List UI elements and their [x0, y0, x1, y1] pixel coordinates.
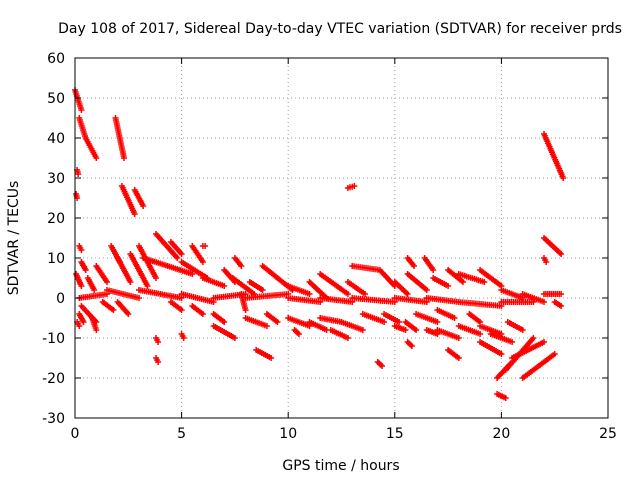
x-tick-labels: 0 5 10 15 20 25 — [71, 426, 617, 442]
y-tick-label: 60 — [47, 51, 65, 67]
x-tick-label: 10 — [279, 426, 297, 442]
y-tick-label: -20 — [42, 371, 65, 387]
axis-ticks — [74, 57, 609, 419]
y-axis-label: SDTVAR / TECUs — [6, 181, 22, 296]
x-tick-label: 5 — [177, 426, 186, 442]
y-tick-label: -10 — [42, 331, 65, 347]
y-tick-label: 20 — [47, 211, 65, 227]
x-tick-label: 0 — [71, 426, 80, 442]
x-tick-label: 20 — [492, 426, 510, 442]
y-tick-label: -30 — [42, 411, 65, 427]
y-tick-label: 0 — [56, 291, 65, 307]
y-tick-label: 30 — [47, 171, 65, 187]
y-tick-labels: -30 -20 -10 0 10 20 30 40 50 60 — [42, 51, 65, 427]
y-tick-label: 40 — [47, 131, 65, 147]
x-tick-label: 15 — [386, 426, 404, 442]
chart-title: Day 108 of 2017, Sidereal Day-to-day VTE… — [58, 21, 622, 37]
plot-frame — [74, 57, 609, 419]
x-tick-label: 25 — [599, 426, 617, 442]
y-tick-label: 10 — [47, 251, 65, 267]
y-tick-label: 50 — [47, 91, 65, 107]
x-axis-label: GPS time / hours — [282, 458, 399, 474]
